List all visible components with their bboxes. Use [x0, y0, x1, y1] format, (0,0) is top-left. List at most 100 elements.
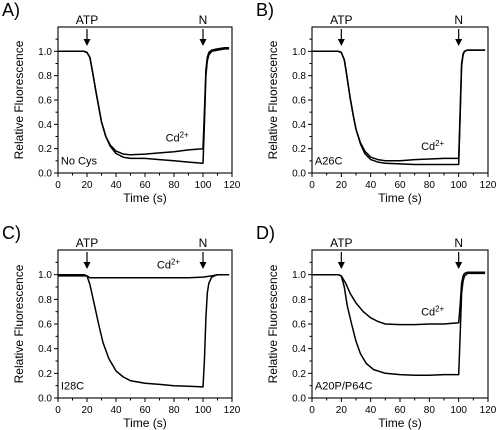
y-tick-label: 0.6: [38, 320, 52, 331]
x-tick-label: 80: [168, 180, 180, 191]
annotation-arrow-label: N: [199, 236, 208, 250]
x-tick-label: 60: [394, 180, 406, 191]
chart-panel-1: A) 0 20 40 60 80 100 120 0.0 0.2 0.4 0.6 0.8 1.0 Time …: [2, 0, 241, 205]
x-tick-label: 40: [365, 405, 377, 416]
annotation-arrow-head: [83, 39, 91, 46]
y-tick-label: 0.6: [38, 96, 52, 107]
y-tick-label: 0.4: [292, 344, 306, 355]
y-tick-label: 0.2: [38, 144, 52, 155]
panel-label: B): [256, 0, 274, 20]
x-tick-label: 20: [81, 405, 93, 416]
annotation-arrow-head: [455, 39, 463, 46]
x-tick-label: 0: [55, 405, 61, 416]
annotation-arrow-head: [83, 262, 91, 269]
x-tick-label: 80: [424, 180, 436, 191]
annotation-label: I28C: [61, 380, 84, 392]
y-axis-label: Relative Fluorescence: [266, 40, 280, 159]
y-tick-label: 1.0: [38, 270, 52, 281]
annotation-arrow-label: ATP: [330, 236, 352, 250]
x-tick-label: 40: [110, 405, 122, 416]
y-tick-label: 0.0: [292, 394, 306, 405]
annotation-arrow-head: [337, 39, 345, 46]
x-tick-label: 100: [450, 405, 467, 416]
annotation-arrow-label: ATP: [330, 13, 352, 27]
annotation-arrow-head: [199, 39, 207, 46]
annotation-arrow-label: ATP: [76, 236, 98, 250]
x-axis-label: Time (s): [378, 191, 422, 205]
y-tick-label: 0.0: [292, 169, 306, 180]
x-tick-label: 60: [139, 405, 151, 416]
panel-label: A): [2, 0, 20, 20]
chart-panel-3: C) 0 20 40 60 80 100 120 0.0 0.2 0.4 0.6 0.8 1.0 Time …: [2, 223, 241, 430]
x-tick-label: 0: [55, 180, 61, 191]
annotation-label: A20P/P64C: [315, 380, 373, 392]
x-tick-label: 100: [450, 180, 467, 191]
x-tick-label: 40: [365, 180, 377, 191]
x-tick-label: 0: [309, 180, 315, 191]
annotation-label: Cd2+: [421, 139, 444, 153]
annotation-arrow-label: N: [454, 13, 463, 27]
y-tick-label: 0.4: [38, 120, 52, 131]
y-tick-label: 0.6: [292, 96, 306, 107]
annotation-arrow-head: [337, 262, 345, 269]
annotation-label: A26C: [315, 155, 343, 167]
x-tick-label: 60: [139, 180, 151, 191]
y-tick-label: 0.8: [292, 71, 306, 82]
series-line-1: [312, 272, 486, 376]
chart-panel-4: D) 0 20 40 60 80 100 120 0.0 0.2 0.4 0.6 0.8 1.0 Time …: [256, 223, 496, 430]
y-tick-label: 0.2: [38, 369, 52, 380]
x-tick-label: 100: [195, 180, 212, 191]
x-tick-label: 100: [195, 405, 212, 416]
x-axis-label: Time (s): [123, 416, 167, 430]
annotation-arrow-label: ATP: [76, 13, 98, 27]
x-tick-label: 20: [336, 405, 348, 416]
annotation-arrow-label: N: [199, 13, 208, 27]
panel-label: D): [256, 223, 275, 243]
y-tick-label: 0.8: [38, 295, 52, 306]
annotation-arrow-head: [199, 262, 207, 269]
series-line-2: [58, 46, 230, 156]
x-axis-label: Time (s): [378, 416, 422, 430]
x-tick-label: 0: [309, 405, 315, 416]
annotation-label: Cd2+: [166, 130, 189, 144]
y-tick-label: 0.4: [38, 344, 52, 355]
y-axis-label: Relative Fluorescence: [266, 264, 280, 383]
y-tick-label: 0.8: [292, 295, 306, 306]
y-tick-label: 0.2: [292, 369, 306, 380]
y-axis-label: Relative Fluorescence: [12, 40, 26, 159]
x-tick-label: 80: [424, 405, 436, 416]
annotation-arrow-head: [455, 262, 463, 269]
x-tick-label: 120: [224, 405, 241, 416]
annotation-arrow-label: N: [454, 236, 463, 250]
x-tick-label: 120: [480, 180, 496, 191]
series-line-1: [58, 273, 230, 388]
x-tick-label: 40: [110, 180, 122, 191]
y-tick-label: 1.0: [38, 47, 52, 58]
series-line-2: [58, 273, 230, 279]
x-tick-label: 120: [480, 405, 496, 416]
annotation-label: No Cys: [61, 155, 98, 167]
x-tick-label: 60: [394, 405, 406, 416]
y-tick-label: 0.4: [292, 120, 306, 131]
y-tick-label: 1.0: [292, 47, 306, 58]
y-tick-label: 0.0: [38, 394, 52, 405]
y-tick-label: 0.0: [38, 169, 52, 180]
x-axis-label: Time (s): [123, 191, 167, 205]
plot-frame: [311, 26, 489, 174]
annotation-label: Cd2+: [157, 258, 180, 272]
panel-label: C): [2, 223, 21, 243]
x-tick-label: 80: [168, 405, 180, 416]
y-tick-label: 1.0: [292, 270, 306, 281]
series-line-2: [312, 49, 486, 162]
x-tick-label: 20: [336, 180, 348, 191]
annotation-label: Cd2+: [421, 304, 444, 318]
series-line-2: [312, 271, 486, 326]
y-tick-label: 0.8: [38, 71, 52, 82]
chart-panel-2: B) 0 20 40 60 80 100 120 0.0 0.2 0.4 0.6 0.8 1.0 Time …: [256, 0, 496, 205]
y-tick-label: 0.6: [292, 320, 306, 331]
y-axis-label: Relative Fluorescence: [12, 264, 26, 383]
x-tick-label: 20: [81, 180, 93, 191]
x-tick-label: 120: [224, 180, 241, 191]
y-tick-label: 0.2: [292, 144, 306, 155]
